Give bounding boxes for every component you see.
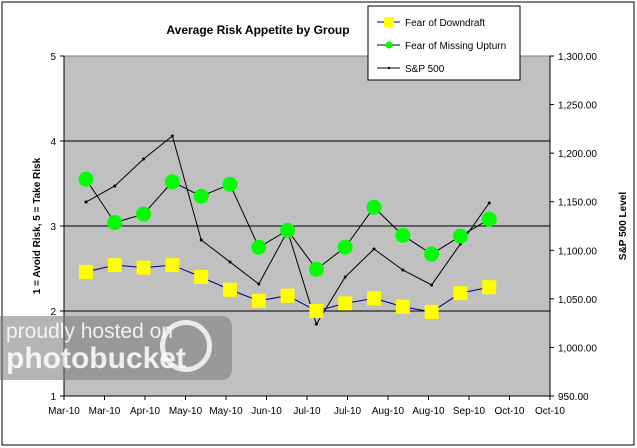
x-tick-label: May-10: [169, 406, 203, 417]
data-point-dot: [199, 238, 203, 242]
data-point-square: [107, 258, 122, 273]
legend-label: S&P 500: [405, 64, 445, 75]
legend-marker-square: [384, 17, 394, 27]
data-point-square: [165, 258, 180, 273]
x-tick-label: Jun-10: [251, 406, 282, 417]
data-point-square: [223, 282, 237, 297]
data-point-dot: [343, 275, 347, 279]
watermark-line2: photobucket: [6, 342, 186, 375]
x-tick-label: Oct-10: [535, 406, 565, 417]
data-point-circle: [193, 188, 209, 204]
y-tick-label: 2: [50, 307, 56, 318]
legend: Fear of Downdraft Fear of Missing Upturn S…: [367, 5, 521, 81]
y-tick-label: 4: [50, 137, 56, 148]
data-point-square: [482, 280, 497, 295]
data-point-dot: [84, 200, 88, 204]
watermark-line1: proudly hosted on: [6, 320, 173, 343]
y2-tick-label: 1,300.00: [558, 52, 597, 63]
chart-title: Average Risk Appetite by Group: [166, 23, 349, 37]
data-point-circle: [424, 246, 440, 262]
x-tick-label: Jul-10: [334, 406, 362, 417]
data-point-circle: [107, 215, 123, 231]
x-tick-label: May-10: [209, 406, 243, 417]
data-point-circle: [78, 171, 94, 187]
data-point-circle: [481, 211, 497, 227]
y2-tick-label: 1,000.00: [558, 343, 597, 354]
x-tick-label: Jul-10: [293, 406, 321, 417]
data-point-dot: [430, 283, 434, 287]
data-point-dot: [372, 247, 376, 251]
data-point-dot: [314, 322, 318, 326]
data-point-circle: [222, 176, 238, 192]
y-tick-label: 1: [50, 392, 56, 403]
data-point-circle: [452, 228, 468, 244]
y2-tick-label: 1,200.00: [558, 149, 597, 160]
x-tick-label: Mar-10: [89, 406, 121, 417]
photobucket-watermark: proudly hosted on photobucket: [0, 316, 232, 380]
x-tick-label: Mar-10: [48, 406, 80, 417]
data-point-square: [136, 260, 151, 275]
data-point-circle: [164, 174, 180, 190]
y-tick-label: 3: [50, 222, 56, 233]
legend-label: Fear of Missing Upturn: [405, 41, 506, 52]
data-point-square: [194, 270, 209, 284]
x-tick-label: Aug-10: [412, 406, 445, 417]
watermark-logo-icon: [160, 320, 212, 372]
y-tick-label: 5: [50, 52, 56, 63]
data-point-dot: [113, 184, 117, 188]
data-point-square: [280, 288, 295, 303]
data-point-square: [251, 293, 266, 308]
data-point-circle: [337, 239, 353, 255]
data-point-square: [395, 299, 410, 314]
data-point-square: [367, 291, 381, 306]
data-point-circle: [280, 222, 296, 238]
y2-tick-label: 1,050.00: [558, 295, 597, 306]
data-point-dot: [487, 201, 491, 205]
legend-marker-dot: [387, 66, 391, 70]
data-point-circle: [395, 227, 411, 243]
legend-marker-circle: [385, 41, 393, 49]
data-point-square: [453, 286, 468, 301]
data-point-dot: [228, 260, 232, 264]
data-point-circle: [366, 199, 382, 215]
y2-tick-label: 1,150.00: [558, 198, 597, 209]
data-point-dot: [142, 157, 146, 161]
data-point-square: [338, 296, 353, 311]
y2-axis-label: S&P 500 Level: [618, 192, 629, 260]
x-tick-label: Oct-10: [494, 406, 524, 417]
y2-tick-label: 1,100.00: [558, 246, 597, 257]
data-point-circle: [308, 261, 324, 277]
x-tick-label: Apr-10: [130, 406, 160, 417]
y2-tick-label: 950.00: [558, 392, 589, 403]
data-point-dot: [401, 268, 405, 272]
data-point-square: [309, 304, 324, 318]
y-axis-label: 1 = Avoid Risk, 5 = Take Risk: [32, 157, 43, 294]
legend-label: Fear of Downdraft: [405, 18, 485, 29]
data-point-square: [424, 304, 439, 319]
data-point-dot: [170, 134, 174, 138]
data-point-circle: [136, 206, 152, 222]
data-point-square: [79, 264, 93, 279]
data-point-dot: [257, 282, 261, 286]
x-tick-label: Sep-10: [453, 406, 486, 417]
data-point-circle: [251, 239, 267, 255]
y2-tick-label: 1,250.00: [558, 101, 597, 112]
x-tick-label: Aug-10: [372, 406, 405, 417]
